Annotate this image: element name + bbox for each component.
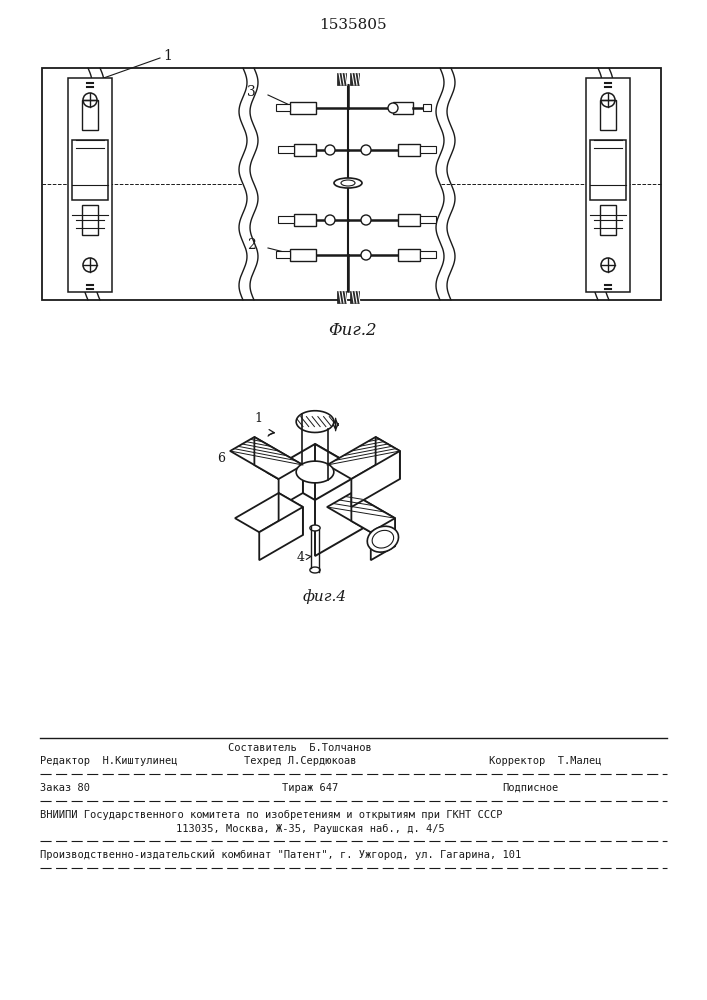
Bar <box>276 104 290 111</box>
Text: Редактор  Н.Киштулинец: Редактор Н.Киштулинец <box>40 756 177 766</box>
Bar <box>294 144 316 156</box>
Text: Заказ 80: Заказ 80 <box>40 783 90 793</box>
Polygon shape <box>327 493 395 532</box>
Polygon shape <box>296 461 334 483</box>
Text: Составитель  Б.Толчанов: Составитель Б.Толчанов <box>228 743 372 753</box>
Bar <box>42 68 661 300</box>
Bar <box>420 251 436 258</box>
Polygon shape <box>351 493 395 546</box>
Polygon shape <box>255 437 303 493</box>
Bar <box>276 251 290 258</box>
Circle shape <box>325 145 335 155</box>
Polygon shape <box>310 567 320 573</box>
Text: фиг.4: фиг.4 <box>303 589 347 604</box>
Text: 1: 1 <box>255 412 262 425</box>
Polygon shape <box>230 437 303 479</box>
Text: 1: 1 <box>163 49 172 63</box>
Text: Подписное: Подписное <box>502 783 558 793</box>
Polygon shape <box>279 465 303 507</box>
Text: Производственно-издательский комбинат "Патент", г. Ужгород, ул. Гагарина, 101: Производственно-издательский комбинат "П… <box>40 850 521 860</box>
Text: 4: 4 <box>297 551 311 564</box>
Bar <box>420 146 436 153</box>
Polygon shape <box>370 518 395 560</box>
Bar <box>278 216 294 223</box>
Bar <box>290 249 316 261</box>
Polygon shape <box>267 444 363 500</box>
Circle shape <box>388 103 398 113</box>
Text: 6: 6 <box>217 452 225 465</box>
Bar <box>393 102 413 114</box>
Text: 113035, Москва, Ж-35, Раушская наб., д. 4/5: 113035, Москва, Ж-35, Раушская наб., д. … <box>175 824 445 834</box>
Polygon shape <box>327 437 400 479</box>
Polygon shape <box>351 451 400 507</box>
Polygon shape <box>310 525 320 531</box>
Bar <box>398 144 420 156</box>
Circle shape <box>361 145 371 155</box>
Bar <box>337 291 346 303</box>
Bar <box>290 102 316 114</box>
Polygon shape <box>375 437 400 479</box>
Bar <box>590 140 626 200</box>
Bar <box>350 291 359 303</box>
Text: ВНИИПИ Государственного комитета по изобретениям и открытиям при ГКНТ СССР: ВНИИПИ Государственного комитета по изоб… <box>40 810 503 820</box>
Bar <box>72 140 108 200</box>
Polygon shape <box>279 493 303 535</box>
Polygon shape <box>259 507 303 560</box>
Text: 2: 2 <box>247 238 256 252</box>
Text: Техред Л.Сердюкоав: Техред Л.Сердюкоав <box>244 756 356 766</box>
Text: Φиг.2: Φиг.2 <box>329 322 378 339</box>
Ellipse shape <box>341 180 355 186</box>
Bar <box>68 78 112 292</box>
Polygon shape <box>315 444 363 528</box>
Bar <box>398 249 420 261</box>
Bar <box>398 214 420 226</box>
Polygon shape <box>315 472 363 556</box>
Text: Тираж 647: Тираж 647 <box>282 783 338 793</box>
Ellipse shape <box>334 178 362 188</box>
Bar <box>586 78 630 292</box>
Bar <box>423 104 431 111</box>
Ellipse shape <box>367 526 399 552</box>
Circle shape <box>325 215 335 225</box>
Text: 3: 3 <box>247 85 256 99</box>
Polygon shape <box>296 411 334 432</box>
Bar <box>420 216 436 223</box>
Bar <box>337 73 346 85</box>
Polygon shape <box>235 493 303 532</box>
Text: Корректор  Т.Малец: Корректор Т.Малец <box>489 756 601 766</box>
Circle shape <box>361 215 371 225</box>
Bar <box>350 73 359 85</box>
Bar <box>294 214 316 226</box>
Circle shape <box>361 250 371 260</box>
Text: 1535805: 1535805 <box>319 18 387 32</box>
Bar <box>278 146 294 153</box>
